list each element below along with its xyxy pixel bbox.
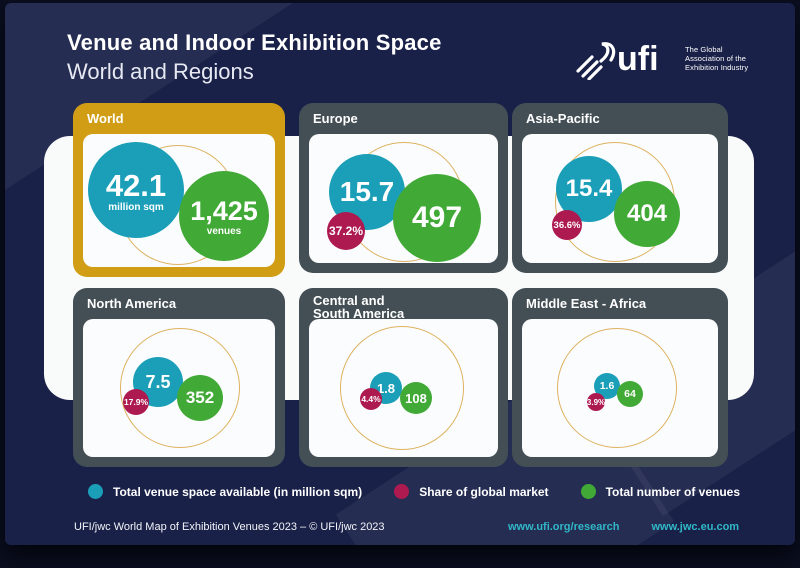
bubble-market-share: 3.9% — [587, 393, 605, 411]
venue-count-value: 108 — [405, 390, 427, 406]
tagline-line: Exhibition Industry — [685, 62, 749, 72]
legend-item-venue-space: Total venue space available (in million … — [88, 484, 362, 499]
decorative-ring — [340, 326, 464, 450]
venue-count-value: 404 — [626, 200, 668, 227]
ufi-logo: ufi The Global Association of the Exhibi… — [575, 36, 748, 80]
region-chart-north-america: 7.5 352 17.9% — [83, 319, 275, 457]
market-share-value: 37.2% — [328, 224, 364, 238]
bubble-venue-count: 108 — [400, 382, 432, 414]
region-card-north-america: North America 7.5 352 17.9% — [73, 288, 285, 467]
region-title-central-south-america: Central and South America — [313, 293, 405, 321]
footer-links: www.ufi.org/research www.jwc.eu.com — [508, 521, 739, 533]
venue-count-value: 352 — [185, 388, 215, 407]
venue-count-value: 497 — [411, 201, 463, 234]
crimson-dot-icon — [394, 484, 410, 499]
venue-count-value: 64 — [624, 388, 636, 400]
copyright-text: UFI/jwc World Map of Exhibition Venues 2… — [74, 521, 385, 533]
bubble-venue-space: 42.1 million sqm — [88, 142, 184, 238]
region-card-europe: Europe 15.7 497 37.2% — [299, 103, 508, 273]
legend-label: Total number of venues — [605, 484, 741, 499]
teal-dot-icon — [88, 484, 103, 499]
page-title: Venue and Indoor Exhibition Space — [67, 30, 442, 55]
bubble-market-share: 4.4% — [360, 388, 382, 410]
bubble-market-share: 17.9% — [123, 389, 149, 415]
legend-item-venue-count: Total number of venues — [580, 484, 741, 499]
ufi-logo-icon: ufi — [576, 40, 659, 80]
venue-space-value: 42.1 — [105, 167, 167, 203]
tagline-line: The Global — [685, 44, 723, 54]
legend-label: Share of global market — [419, 484, 549, 499]
decorative-ring — [557, 328, 677, 448]
region-chart-world: 42.1 million sqm 1,425 venues — [83, 134, 275, 267]
svg-text:ufi: ufi — [617, 40, 659, 78]
bubble-venue-count: 404 — [614, 181, 680, 247]
region-chart-middle-east-africa: 1.6 64 3.9% — [522, 319, 718, 457]
bubble-market-share: 36.6% — [552, 210, 582, 240]
bubble-venue-count: 1,425 venues — [179, 171, 269, 261]
region-card-asia-pacific: Asia-Pacific 15.4 404 36.6% — [512, 103, 728, 273]
market-share-value: 17.9% — [123, 397, 149, 407]
venue-space-value: 1.6 — [599, 380, 615, 392]
jwc-link[interactable]: www.jwc.eu.com — [651, 521, 740, 533]
venue-space-value: 15.7 — [339, 176, 395, 207]
venue-space-unit: million sqm — [108, 201, 164, 213]
region-title-middle-east-africa: Middle East - Africa — [526, 296, 647, 311]
ufi-logo-tagline: The Global Association of the Exhibition… — [685, 45, 748, 72]
region-title-north-america: North America — [87, 296, 177, 311]
market-share-value: 36.6% — [553, 219, 581, 231]
legend-label: Total venue space available (in million … — [113, 484, 363, 499]
region-title-europe: Europe — [313, 111, 358, 126]
region-card-middle-east-africa: Middle East - Africa 1.6 64 3.9% — [512, 288, 728, 467]
market-share-value: 3.9% — [586, 397, 606, 407]
legend: Total venue space available (in million … — [88, 484, 740, 499]
ufi-research-link[interactable]: www.ufi.org/research — [508, 521, 620, 533]
legend-item-market-share: Share of global market — [394, 484, 549, 499]
region-title-world: World — [87, 111, 124, 126]
green-dot-icon — [580, 484, 596, 499]
region-card-central-south-america: Central and South America 1.8 108 4.4% — [299, 288, 508, 467]
title-block: Venue and Indoor Exhibition Space World … — [67, 30, 442, 85]
venue-count-value: 1,425 — [190, 195, 258, 226]
market-share-value: 4.4% — [361, 394, 381, 404]
bubble-venue-count: 497 — [393, 174, 481, 262]
page-subtitle: World and Regions — [67, 59, 254, 84]
infographic-slide: Venue and Indoor Exhibition Space World … — [5, 3, 795, 545]
decorative-ring — [120, 328, 240, 448]
region-title-asia-pacific: Asia-Pacific — [526, 111, 600, 126]
venue-space-value: 1.8 — [376, 380, 396, 396]
bubble-venue-count: 64 — [617, 381, 643, 407]
venue-space-value: 7.5 — [145, 371, 171, 392]
region-chart-asia-pacific: 15.4 404 36.6% — [522, 134, 718, 263]
venue-space-value: 15.4 — [565, 175, 613, 202]
bubble-venue-count: 352 — [177, 375, 223, 421]
region-chart-central-south-america: 1.8 108 4.4% — [309, 319, 498, 457]
bubble-market-share: 37.2% — [327, 212, 365, 250]
venue-count-unit: venues — [206, 225, 242, 237]
region-card-world: World 42.1 million sqm 1,425 venues — [73, 103, 285, 277]
tagline-line: Association of the — [685, 53, 747, 63]
region-chart-europe: 15.7 497 37.2% — [309, 134, 498, 263]
